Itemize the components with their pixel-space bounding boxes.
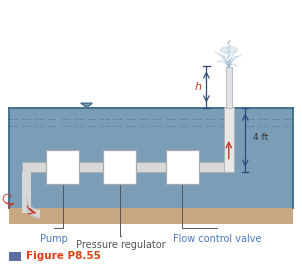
Bar — [9, 208, 293, 224]
Text: Figure P8.55: Figure P8.55 — [26, 251, 101, 261]
Bar — [103, 150, 136, 184]
Polygon shape — [220, 47, 237, 53]
Text: Pump: Pump — [40, 234, 68, 244]
Text: Pressure regulator: Pressure regulator — [76, 240, 166, 250]
Bar — [224, 107, 233, 172]
Text: 4 ft: 4 ft — [253, 133, 268, 142]
Bar — [226, 67, 232, 108]
Bar — [22, 172, 31, 213]
Bar — [22, 162, 229, 172]
Bar — [9, 251, 21, 261]
Text: Flow control valve: Flow control valve — [172, 234, 261, 244]
Bar — [46, 150, 79, 184]
Bar — [166, 150, 199, 184]
Text: h: h — [194, 82, 201, 92]
Polygon shape — [81, 103, 92, 107]
Bar — [9, 108, 293, 208]
